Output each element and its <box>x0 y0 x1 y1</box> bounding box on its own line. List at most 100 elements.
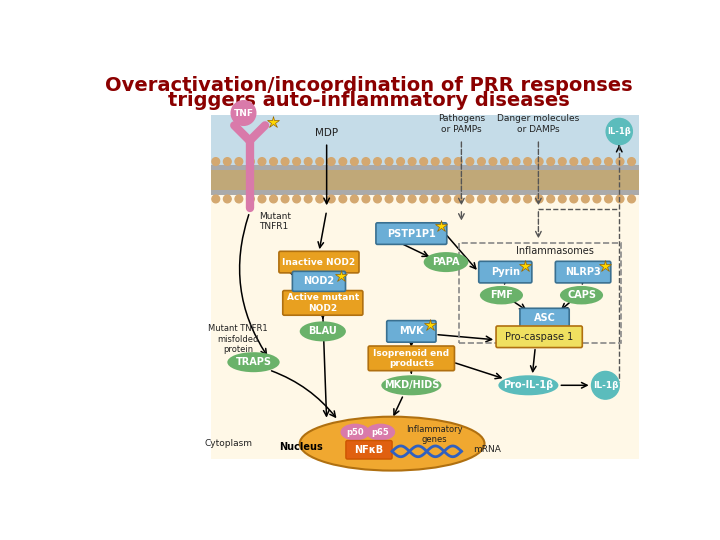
Text: Pyrin: Pyrin <box>491 267 520 277</box>
Text: Danger molecules
or DAMPs: Danger molecules or DAMPs <box>498 114 580 133</box>
Circle shape <box>592 372 619 399</box>
Circle shape <box>212 158 220 165</box>
Circle shape <box>362 195 370 203</box>
Circle shape <box>385 158 393 165</box>
Circle shape <box>489 158 497 165</box>
Circle shape <box>466 195 474 203</box>
Circle shape <box>282 195 289 203</box>
Circle shape <box>258 195 266 203</box>
Text: Mutant TNFR1
misfolded
protein: Mutant TNFR1 misfolded protein <box>208 324 268 354</box>
FancyBboxPatch shape <box>496 326 582 348</box>
Text: ASC: ASC <box>534 313 556 323</box>
Circle shape <box>258 158 266 165</box>
Circle shape <box>351 158 359 165</box>
Circle shape <box>328 195 335 203</box>
Text: IL-1β: IL-1β <box>608 127 631 136</box>
Text: Cytoplasm: Cytoplasm <box>205 439 253 448</box>
Circle shape <box>593 158 600 165</box>
Text: BLAU: BLAU <box>308 326 337 336</box>
Circle shape <box>339 195 346 203</box>
Text: Inflammasomes: Inflammasomes <box>516 246 594 255</box>
Ellipse shape <box>423 252 468 272</box>
Circle shape <box>605 158 612 165</box>
Circle shape <box>374 195 382 203</box>
Text: NFκB: NFκB <box>354 445 384 455</box>
Bar <box>211 115 639 187</box>
Circle shape <box>443 158 451 165</box>
Text: TNF: TNF <box>233 109 253 118</box>
Circle shape <box>628 195 636 203</box>
Circle shape <box>351 195 359 203</box>
Circle shape <box>270 158 277 165</box>
Ellipse shape <box>560 286 603 305</box>
Circle shape <box>385 195 393 203</box>
Circle shape <box>246 158 254 165</box>
Text: PAPA: PAPA <box>432 257 460 267</box>
Circle shape <box>374 158 382 165</box>
Text: NOD2: NOD2 <box>303 276 335 286</box>
Text: MDP: MDP <box>315 128 338 138</box>
Bar <box>211 165 639 170</box>
Circle shape <box>500 158 508 165</box>
Circle shape <box>305 195 312 203</box>
Text: Pathogens
or PAMPs: Pathogens or PAMPs <box>438 114 485 133</box>
Circle shape <box>547 195 554 203</box>
Ellipse shape <box>498 375 559 395</box>
Bar <box>211 187 639 459</box>
Circle shape <box>420 158 428 165</box>
Circle shape <box>500 195 508 203</box>
Circle shape <box>559 158 566 165</box>
Ellipse shape <box>480 286 523 305</box>
Text: Inflammatory
genes: Inflammatory genes <box>406 424 463 444</box>
FancyBboxPatch shape <box>283 291 363 315</box>
Circle shape <box>293 158 300 165</box>
Circle shape <box>570 158 577 165</box>
Circle shape <box>431 158 439 165</box>
FancyBboxPatch shape <box>368 346 454 370</box>
Circle shape <box>212 195 220 203</box>
Circle shape <box>316 195 323 203</box>
Ellipse shape <box>228 352 279 372</box>
Circle shape <box>408 158 416 165</box>
Circle shape <box>397 158 405 165</box>
Text: MKD/HIDS: MKD/HIDS <box>384 380 439 390</box>
Ellipse shape <box>300 417 485 470</box>
Circle shape <box>512 195 520 203</box>
Text: MVK: MVK <box>399 326 423 336</box>
Circle shape <box>512 158 520 165</box>
FancyBboxPatch shape <box>479 261 532 283</box>
Text: p65: p65 <box>372 428 390 436</box>
Ellipse shape <box>366 423 395 441</box>
Circle shape <box>454 195 462 203</box>
Circle shape <box>466 158 474 165</box>
Circle shape <box>616 158 624 165</box>
Circle shape <box>328 158 335 165</box>
Circle shape <box>235 195 243 203</box>
Circle shape <box>408 195 416 203</box>
Text: mRNA: mRNA <box>473 446 501 454</box>
Circle shape <box>523 195 531 203</box>
Circle shape <box>246 195 254 203</box>
Ellipse shape <box>300 321 346 341</box>
Text: Pro-caspase 1: Pro-caspase 1 <box>505 332 573 342</box>
Circle shape <box>616 195 624 203</box>
Circle shape <box>316 158 323 165</box>
Bar <box>211 170 639 191</box>
Text: PSTP1P1: PSTP1P1 <box>387 228 436 239</box>
Circle shape <box>593 195 600 203</box>
Circle shape <box>559 195 566 203</box>
FancyBboxPatch shape <box>279 251 359 273</box>
Circle shape <box>582 195 589 203</box>
Text: triggers auto-inflammatory diseases: triggers auto-inflammatory diseases <box>168 91 570 110</box>
Circle shape <box>231 101 256 125</box>
Text: Active mutant
NOD2: Active mutant NOD2 <box>287 293 359 313</box>
Text: CAPS: CAPS <box>567 290 596 300</box>
Bar <box>211 191 639 195</box>
Circle shape <box>420 195 428 203</box>
Text: Nucleus: Nucleus <box>279 442 323 453</box>
Circle shape <box>628 158 636 165</box>
Circle shape <box>431 195 439 203</box>
Circle shape <box>293 195 300 203</box>
Circle shape <box>454 158 462 165</box>
Circle shape <box>523 158 531 165</box>
